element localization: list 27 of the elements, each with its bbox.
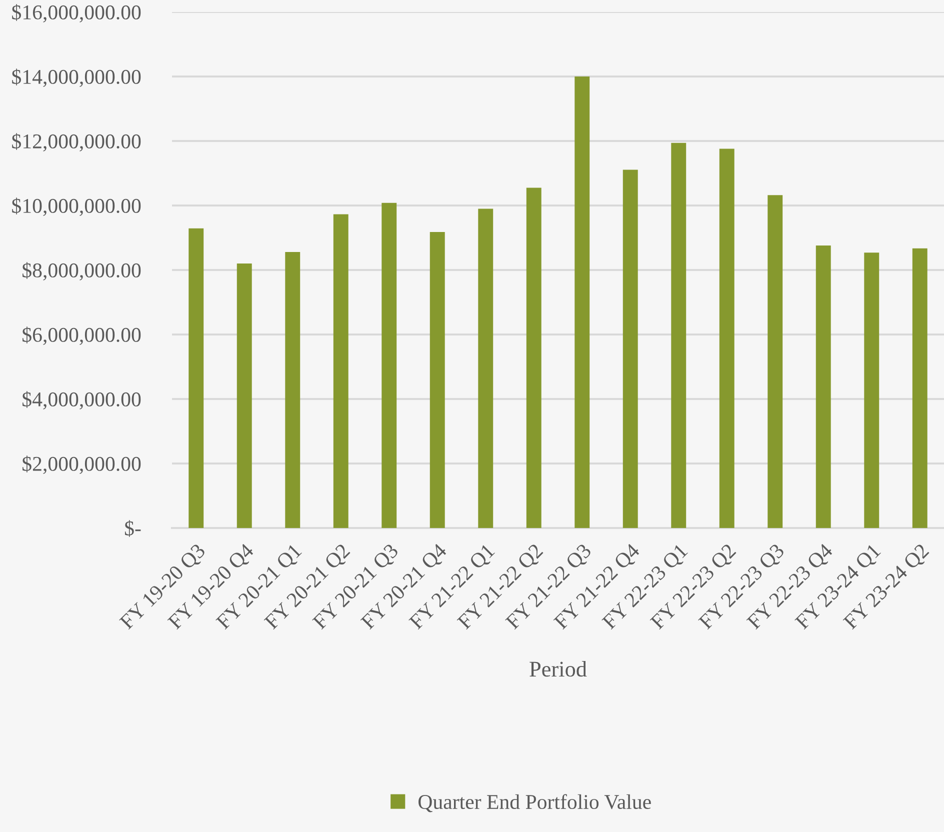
bar bbox=[236, 264, 252, 528]
y-tick-label: $2,000,000.00 bbox=[22, 456, 141, 474]
bar bbox=[382, 202, 397, 528]
bar bbox=[816, 245, 831, 528]
bar bbox=[333, 214, 348, 528]
bar bbox=[478, 208, 494, 528]
y-tick-label: $8,000,000.00 bbox=[22, 262, 141, 280]
bar bbox=[912, 248, 928, 528]
bar bbox=[188, 228, 204, 528]
bar bbox=[768, 195, 783, 528]
x-axis-title: Period bbox=[530, 661, 587, 677]
bar bbox=[719, 148, 734, 528]
bar bbox=[622, 170, 638, 528]
y-tick-label: $16,000,000.00 bbox=[12, 4, 141, 22]
bar bbox=[285, 252, 300, 528]
y-tick-label: $14,000,000.00 bbox=[12, 68, 141, 87]
bar bbox=[864, 252, 880, 528]
y-tick-label: $4,000,000.00 bbox=[22, 391, 141, 410]
bar bbox=[526, 188, 542, 528]
bar bbox=[430, 232, 445, 528]
bar bbox=[574, 76, 590, 528]
bar bbox=[671, 142, 686, 528]
y-tick-label: $10,000,000.00 bbox=[12, 198, 141, 216]
y-tick-label: $- bbox=[124, 520, 141, 537]
legend-label: Quarter End Portfolio Value bbox=[418, 794, 651, 812]
y-tick-label: $6,000,000.00 bbox=[22, 326, 141, 345]
y-tick-label: $12,000,000.00 bbox=[12, 133, 141, 152]
